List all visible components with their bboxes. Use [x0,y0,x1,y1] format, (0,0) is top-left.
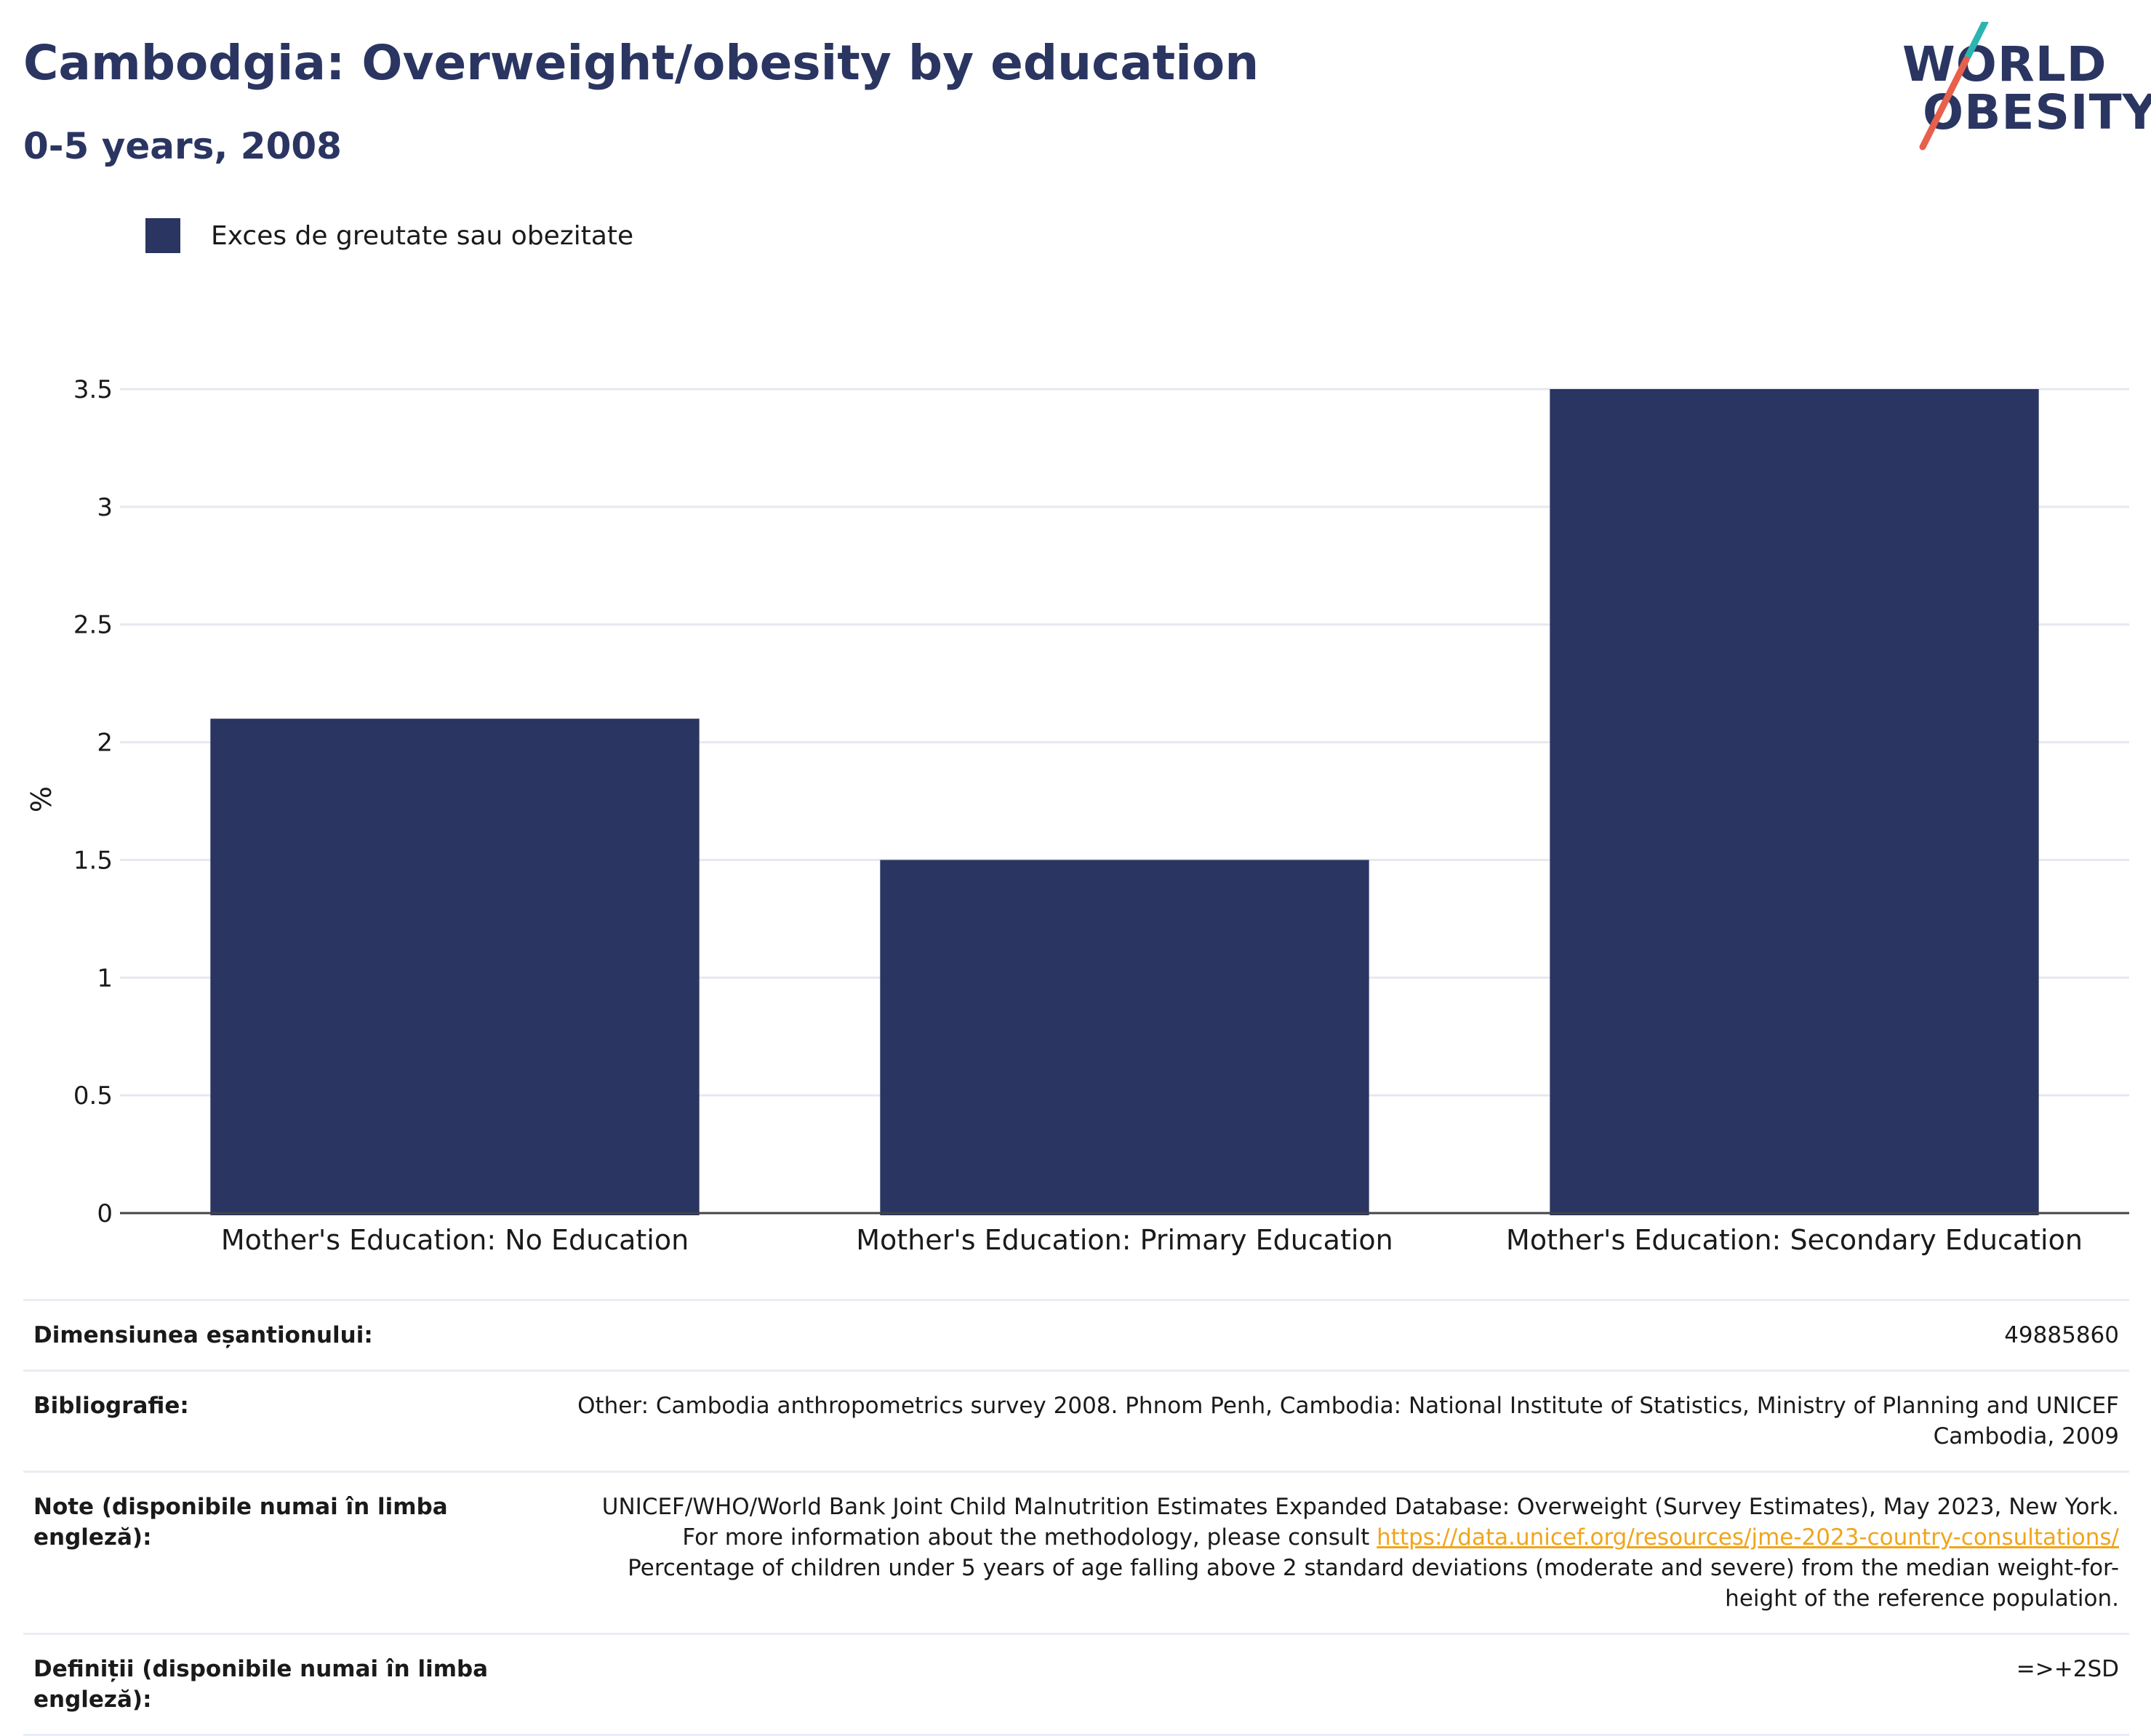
x-tick-label: Mother's Education: Secondary Education [1506,1224,2083,1256]
bar [880,860,1369,1215]
logo-slash-icon [1919,22,1989,151]
notes-label: Note (disponibile numai în limba engleză… [23,1471,553,1634]
notes-text-after: Percentage of children under 5 years of … [628,1555,2119,1612]
bibliography-label: Bibliografie: [23,1369,553,1472]
y-tick-label: 1.5 [73,846,113,875]
info-row-bibliography: Bibliografie: Other: Cambodia anthropome… [23,1369,2129,1472]
legend-label: Exces de greutate sau obezitate [211,220,634,251]
chart-title: Cambodgia: Overweight/obesity by educati… [23,35,1259,91]
definitions-label: Definiții (disponibile numai în limba en… [23,1633,553,1736]
y-tick-label: 1 [97,964,113,993]
chart-legend: Exces de greutate sau obezitate [145,218,633,253]
x-tick-label: Mother's Education: Primary Education [856,1224,1393,1256]
bar [210,719,700,1215]
bar [1550,389,2039,1215]
y-tick-label: 3.5 [73,375,113,404]
sample-value: 49885860 [553,1299,2129,1371]
world-obesity-logo[interactable]: WORLD OBESITY [1898,22,2151,153]
y-tick-label: 3 [97,493,113,522]
info-row-notes: Note (disponibile numai în limba engleză… [23,1471,2129,1634]
notes-value: UNICEF/WHO/World Bank Joint Child Malnut… [553,1471,2129,1634]
info-row-definitions: Definiții (disponibile numai în limba en… [23,1633,2129,1736]
definitions-value: =>+2SD [553,1633,2129,1736]
info-table: Dimensiunea eșantionului: 49885860 Bibli… [23,1299,2129,1736]
y-tick-label: 0.5 [73,1081,113,1111]
y-tick-label: 2 [97,729,113,758]
logo-line-1: WORLD [1902,36,2107,92]
bibliography-value: Other: Cambodia anthropometrics survey 2… [553,1369,2129,1472]
notes-link[interactable]: https://data.unicef.org/resources/jme-20… [1377,1524,2119,1551]
legend-swatch [145,218,180,253]
y-tick-label: 2.5 [73,611,113,640]
notes-text-before: UNICEF/WHO/World Bank Joint Child Malnut… [601,1494,2119,1551]
y-tick-label: 0 [97,1199,113,1228]
chart-subtitle: 0-5 years, 2008 [23,125,342,167]
info-row-sample: Dimensiunea eșantionului: 49885860 [23,1299,2129,1371]
sample-label: Dimensiunea eșantionului: [23,1299,553,1371]
y-axis-label: % [25,786,57,812]
x-tick-label: Mother's Education: No Education [221,1224,689,1256]
bar-chart: 0 0.5 1 1.5 2 2.5 3 3.5% Mother's Education: No … [25,375,2129,1256]
logo-line-2: OBESITY [1923,84,2151,140]
